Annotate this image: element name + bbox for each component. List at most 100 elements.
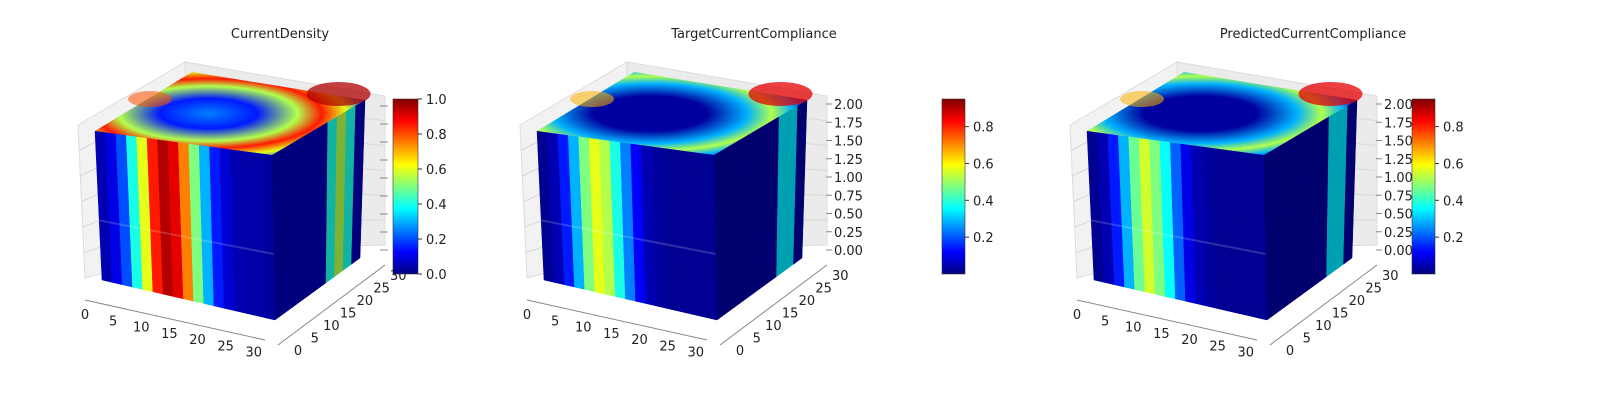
- x-tick-label: 10: [1125, 321, 1142, 336]
- z-tick-label: 1.00: [1384, 171, 1413, 186]
- voxel-seam: [541, 219, 716, 255]
- y-tick-label: 10: [1315, 319, 1332, 334]
- hot-spot: [570, 91, 614, 107]
- voxel-side-strip: [1300, 127, 1311, 296]
- colorbar: [392, 98, 419, 275]
- colorbar-tick-label: 0.8: [1443, 121, 1464, 136]
- y-tick-label: 15: [340, 307, 357, 322]
- y-tick-label: 5: [311, 332, 319, 347]
- x-tick-label: 25: [217, 339, 234, 354]
- x-axis-line: [526, 299, 708, 341]
- colorbar-tick-label: 0.4: [973, 194, 994, 209]
- z-tick-label: 0.00: [834, 244, 863, 259]
- y-tick-label: 20: [799, 294, 816, 309]
- colorbar-tick-label: 0.6: [426, 163, 447, 178]
- colorbar: [1411, 98, 1436, 275]
- hot-spot: [1298, 82, 1363, 106]
- z-tick-label: 0.25: [1384, 226, 1413, 241]
- x-tick-label: 15: [603, 327, 620, 342]
- hot-spot: [748, 82, 813, 106]
- z-tick-label: 1.75: [1384, 116, 1413, 131]
- colorbar-tick-label: 0.0: [426, 268, 447, 283]
- y-tick-label: 25: [373, 282, 390, 297]
- colorbar-tick-label: 0.4: [426, 198, 447, 213]
- x-tick-label: 10: [133, 321, 150, 336]
- y-tick-label: 20: [1349, 294, 1366, 309]
- z-tick-label: 2.00: [1384, 98, 1413, 113]
- y-tick-label: 20: [357, 294, 374, 309]
- y-tick-label: 30: [832, 269, 849, 284]
- z-tick-label: 0.75: [1384, 189, 1413, 204]
- z-tick-label: 0.25: [834, 226, 863, 241]
- x-tick-label: 20: [1181, 333, 1198, 348]
- y-axis-line: [277, 264, 386, 346]
- colorbar-tick-label: 0.8: [973, 121, 994, 136]
- z-tick-label: 1.25: [834, 153, 863, 168]
- voxel-seam: [1091, 219, 1266, 255]
- z-tick-label: 0.50: [834, 208, 863, 223]
- chart-title: TargetCurrentCompliance: [670, 27, 837, 42]
- y-tick-label: 10: [323, 319, 340, 334]
- z-tick-label: 0.75: [834, 189, 863, 204]
- x-tick-label: 20: [189, 333, 206, 348]
- voxel-seam: [99, 219, 274, 255]
- colorbar: [941, 98, 966, 275]
- voxel-side-strip: [290, 138, 301, 309]
- colorbar-tick-label: 0.6: [973, 157, 994, 172]
- colorbar-tick-label: 1.0: [426, 93, 447, 108]
- z-tick-label: 1.25: [1384, 153, 1413, 168]
- y-tick-label: 5: [753, 332, 761, 347]
- hot-spot: [128, 91, 172, 107]
- z-tick-label: 2.00: [834, 98, 863, 113]
- y-tick-label: 15: [782, 307, 799, 322]
- y-tick-label: 5: [1303, 332, 1311, 347]
- chart-title: PredictedCurrentCompliance: [1220, 27, 1406, 42]
- y-axis-line: [719, 264, 828, 346]
- x-tick-label: 30: [245, 346, 262, 361]
- z-tick-label: 0.00: [1384, 244, 1413, 259]
- x-axis-line: [1076, 299, 1258, 341]
- z-tick-label: 1.00: [834, 171, 863, 186]
- voxel-side-strip: [1291, 132, 1302, 302]
- x-axis-line: [84, 299, 266, 341]
- colorbar-tick-label: 0.8: [426, 128, 447, 143]
- x-tick-label: 5: [551, 314, 559, 329]
- voxel-side-strip: [750, 127, 761, 296]
- x-tick-label: 5: [1101, 314, 1109, 329]
- y-tick-label: 25: [815, 282, 832, 297]
- colorbar-tick-label: 0.6: [1443, 157, 1464, 172]
- colorbar-tick-label: 0.2: [973, 231, 994, 246]
- x-tick-label: 25: [1209, 339, 1226, 354]
- hot-spot: [1120, 91, 1164, 107]
- colorbar-tick-label: 0.2: [426, 233, 447, 248]
- voxel-side-strip: [732, 138, 743, 309]
- y-tick-label: 15: [1332, 307, 1349, 322]
- y-tick-label: 0: [736, 344, 744, 359]
- x-tick-label: 15: [161, 327, 178, 342]
- x-tick-label: 5: [109, 314, 117, 329]
- y-tick-label: 0: [294, 344, 302, 359]
- x-tick-label: 10: [575, 321, 592, 336]
- x-tick-label: 25: [659, 339, 676, 354]
- x-tick-label: 20: [631, 333, 648, 348]
- colorbar-tick-label: 0.4: [1443, 194, 1464, 209]
- voxel-side-strip: [299, 132, 310, 302]
- y-tick-label: 10: [765, 319, 782, 334]
- z-tick-label: 1.75: [834, 116, 863, 131]
- x-tick-label: 15: [1153, 327, 1170, 342]
- y-tick-label: 0: [1286, 344, 1294, 359]
- colorbar-tick-label: 0.2: [1443, 231, 1464, 246]
- z-tick-label: 1.50: [1384, 135, 1413, 150]
- y-tick-label: 25: [1365, 282, 1382, 297]
- z-tick-label: 1.50: [834, 135, 863, 150]
- x-tick-label: 0: [1073, 308, 1081, 323]
- y-tick-label: 30: [1382, 269, 1399, 284]
- x-tick-label: 30: [687, 346, 704, 361]
- chart-title: CurrentDensity: [231, 27, 330, 42]
- voxel-side-strip: [308, 127, 319, 296]
- x-tick-label: 30: [1237, 346, 1254, 361]
